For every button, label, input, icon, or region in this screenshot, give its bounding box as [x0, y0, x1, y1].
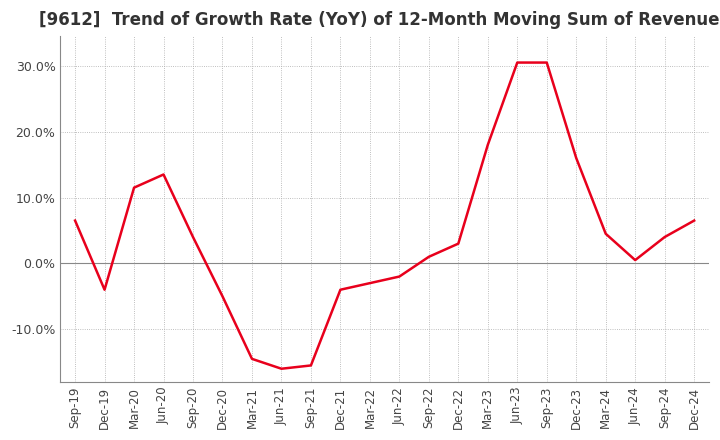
Title: [9612]  Trend of Growth Rate (YoY) of 12-Month Moving Sum of Revenues: [9612] Trend of Growth Rate (YoY) of 12-… [40, 11, 720, 29]
